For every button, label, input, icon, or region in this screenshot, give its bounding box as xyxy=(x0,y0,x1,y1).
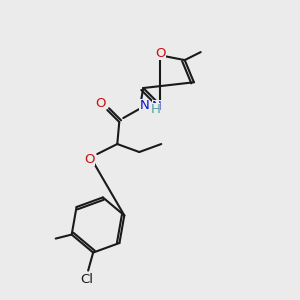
Text: Cl: Cl xyxy=(81,273,94,286)
Text: O: O xyxy=(156,47,166,60)
Text: O: O xyxy=(95,97,106,110)
Text: N: N xyxy=(152,100,162,113)
Text: N: N xyxy=(140,98,149,112)
Text: O: O xyxy=(84,152,94,166)
Text: H: H xyxy=(150,103,160,116)
